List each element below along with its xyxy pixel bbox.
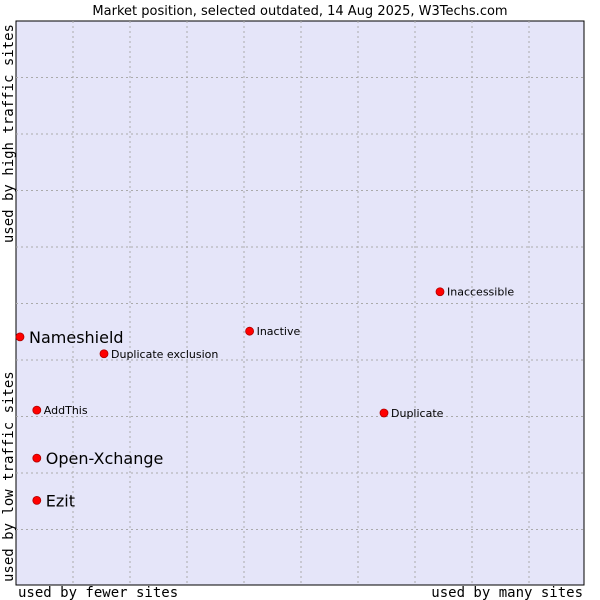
data-point: Inaccessible — [435, 286, 514, 299]
data-point-label: Duplicate — [391, 407, 444, 420]
y-axis-label-bottom: used by low traffic sites — [1, 371, 17, 582]
data-point: Duplicate exclusion — [99, 348, 218, 361]
data-point-label: Open-Xchange — [46, 449, 164, 468]
data-point-marker — [99, 349, 109, 359]
data-point-label: Duplicate exclusion — [111, 348, 218, 361]
y-axis-label-top: used by high traffic sites — [1, 24, 17, 243]
chart-title: Market position, selected outdated, 14 A… — [92, 4, 507, 19]
data-point-label: Inaccessible — [447, 286, 514, 299]
data-point-label: AddThis — [44, 404, 88, 417]
x-axis-label-left: used by fewer sites — [18, 585, 178, 600]
data-point-marker — [379, 408, 389, 418]
data-point: AddThis — [32, 404, 88, 417]
data-points: Inaccessible Nameshield Inactive Duplicate … — [15, 286, 514, 510]
data-point-marker — [32, 495, 42, 505]
data-point: Nameshield — [15, 328, 124, 347]
data-point-marker — [245, 326, 255, 336]
data-point-label: Inactive — [257, 325, 301, 338]
data-point-label: Ezit — [46, 491, 75, 510]
data-point-marker — [32, 405, 42, 415]
x-axis-label-right: used by many sites — [431, 585, 583, 600]
data-point-marker — [15, 332, 25, 342]
data-point-label: Nameshield — [29, 328, 124, 347]
data-point: Ezit — [32, 491, 75, 510]
data-point-marker — [32, 453, 42, 463]
plot-area — [15, 20, 585, 586]
grid-lines — [16, 21, 584, 585]
data-point: Duplicate — [379, 407, 444, 420]
data-point-marker — [435, 287, 445, 297]
data-point: Open-Xchange — [32, 449, 164, 468]
data-point: Inactive — [245, 325, 301, 338]
